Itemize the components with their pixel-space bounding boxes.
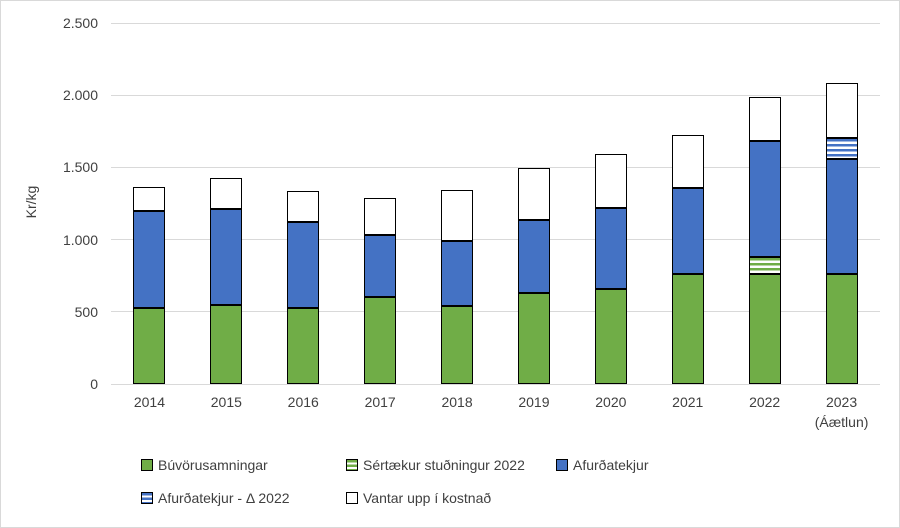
- y-axis-tick-label: 1.000: [62, 231, 98, 248]
- legend-label: Vantar upp í kostnað: [363, 490, 492, 506]
- gridline-1.500: [111, 166, 880, 168]
- legend-swatch-solid-green-icon: [141, 459, 153, 471]
- bar-segment-2015-solid-blue: [210, 208, 243, 305]
- bar-segment-2021-solid-green: [671, 274, 704, 384]
- x-axis-label-2020: 2020: [566, 392, 656, 412]
- bar-segment-2018-solid-blue: [441, 241, 474, 307]
- bar-segment-2016-solid-green: [287, 308, 320, 384]
- legend-label: Sértækur stuðningur 2022: [363, 457, 525, 473]
- legend-item-solid-blue: Afurðatekjur: [556, 455, 648, 475]
- y-axis-title: Kr/kg: [23, 185, 39, 219]
- bar-segment-2022-white: [748, 97, 781, 142]
- bar-segment-2020-solid-green: [594, 289, 627, 384]
- bar-segment-2015-white: [210, 178, 243, 209]
- bar-segment-2022-solid-green: [748, 273, 781, 384]
- legend-swatch-striped-blue-icon: [141, 492, 153, 504]
- bar-segment-2019-solid-green: [517, 293, 550, 384]
- legend-item-striped-blue: Afurðatekjur - Δ 2022: [141, 488, 290, 508]
- x-axis-label-2016: 2016: [258, 392, 348, 412]
- bar-segment-2015-solid-green: [210, 304, 243, 384]
- legend-swatch-white-icon: [346, 492, 358, 504]
- bar-segment-2016-solid-blue: [287, 222, 320, 309]
- gridline-1.000: [111, 239, 880, 241]
- bar-segment-2020-solid-blue: [594, 207, 627, 290]
- bar-segment-2021-solid-blue: [671, 188, 704, 275]
- bar-segment-2014-solid-green: [133, 308, 166, 384]
- bar-segment-2014-solid-blue: [133, 211, 166, 309]
- bar-segment-2021-white: [671, 134, 704, 189]
- bar-segment-2022-solid-blue: [748, 141, 781, 257]
- bar-segment-2019-solid-blue: [517, 220, 550, 294]
- bar-segment-2017-white: [364, 197, 397, 236]
- bar-segment-2018-solid-green: [441, 306, 474, 384]
- legend-label: Afurðatekjur: [573, 457, 649, 473]
- legend-swatch-striped-green-icon: [346, 459, 358, 471]
- x-axis-label-2019: 2019: [489, 392, 579, 412]
- legend-label: Búvörusamningar: [158, 457, 268, 473]
- bar-segment-2023-striped-blue: [825, 137, 858, 160]
- x-axis-label-year: 2019: [518, 394, 550, 410]
- x-axis-label-year: 2014: [133, 394, 166, 410]
- x-axis-label-year: 2018: [441, 394, 473, 410]
- bar-segment-2018-white: [441, 189, 474, 242]
- x-axis-label-2017: 2017: [335, 392, 425, 412]
- gridline-500: [111, 311, 880, 313]
- x-axis-label-year: 2022: [749, 394, 781, 410]
- bar-segment-2023-solid-green: [825, 273, 858, 384]
- bar-segment-2022-striped-green: [748, 256, 781, 274]
- bar-segment-2016-white: [287, 190, 320, 223]
- x-axis-label-year: 2023: [825, 394, 858, 410]
- x-axis-label-2021: 2021: [643, 392, 733, 412]
- y-axis-tick-label: 500: [74, 303, 98, 320]
- legend-item-solid-green: Búvörusamningar: [141, 455, 268, 475]
- plot-area: [111, 22, 880, 385]
- x-axis-label-note: (Áætlun): [814, 414, 869, 430]
- bar-segment-2014-white: [133, 186, 166, 212]
- y-axis-tick-label: 2.000: [62, 87, 98, 104]
- gridline-0: [111, 383, 880, 385]
- x-axis-label-year: 2017: [364, 394, 396, 410]
- gridline-2.500: [111, 22, 880, 24]
- y-axis-tick-label: 1.500: [62, 159, 98, 176]
- x-axis-label-year: 2021: [672, 394, 704, 410]
- x-axis-label-2014: 2014: [104, 392, 194, 412]
- legend-item-striped-green: Sértækur stuðningur 2022: [346, 455, 525, 475]
- x-axis-label-year: 2020: [595, 394, 627, 410]
- legend-item-white: Vantar upp í kostnað: [346, 488, 491, 508]
- x-axis-label-2023: 2023 (Áætlun): [797, 392, 887, 432]
- x-axis-label-2018: 2018: [412, 392, 502, 412]
- x-axis-label-2022: 2022: [720, 392, 810, 412]
- y-axis-tick-label: 0: [90, 376, 98, 392]
- bar-segment-2023-solid-blue: [825, 159, 858, 274]
- legend-label: Afurðatekjur - Δ 2022: [158, 490, 290, 506]
- x-axis-label-2015: 2015: [181, 392, 271, 412]
- bar-segment-2017-solid-blue: [364, 235, 397, 298]
- y-axis-tick-label: 2.500: [62, 15, 98, 31]
- bar-segment-2019-white: [517, 168, 550, 221]
- bar-segment-2017-solid-green: [364, 297, 397, 384]
- bar-segment-2020-white: [594, 154, 627, 208]
- legend-swatch-solid-blue-icon: [556, 459, 568, 471]
- bar-segment-2023-white: [825, 82, 858, 138]
- x-axis-label-year: 2015: [210, 394, 242, 410]
- gridline-2.000: [111, 94, 880, 96]
- x-axis-label-year: 2016: [287, 394, 319, 410]
